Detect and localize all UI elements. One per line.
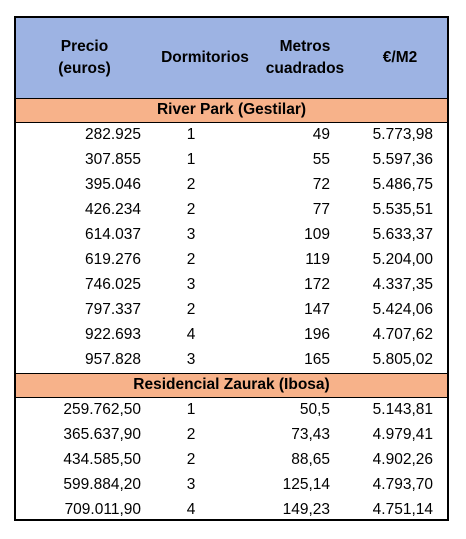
cell-metros: 125,14: [282, 476, 330, 493]
cell-metros: 119: [305, 251, 330, 268]
cell-metros: 88,65: [291, 451, 330, 468]
table-row: 395.046 2 72 5.486,75: [16, 173, 447, 198]
cell-metros: 55: [312, 151, 330, 168]
cell-dormitorios: 3: [186, 351, 196, 368]
cell-metros: 149,23: [282, 501, 330, 518]
table-row: 957.828 3 165 5.805,02: [16, 348, 447, 374]
table-row: 797.337 2 147 5.424,06: [16, 298, 447, 323]
table-row: 307.855 1 55 5.597,36: [16, 148, 447, 173]
cell-precio: 395.046: [84, 176, 141, 193]
cell-dormitorios: 2: [186, 201, 196, 218]
cell-precio: 599.884,20: [63, 476, 141, 493]
cell-dormitorios: 3: [186, 226, 196, 243]
cell-eur-m2: 5.486,75: [372, 176, 433, 193]
cell-dormitorios: 1: [186, 151, 196, 168]
cell-eur-m2: 4.979,41: [372, 426, 433, 443]
group-name: Residencial Zaurak (Ibosa): [16, 372, 447, 398]
cell-metros: 49: [312, 126, 330, 143]
table-row: 426.234 2 77 5.535,51: [16, 198, 447, 223]
table-row: 282.925 1 49 5.773,98: [16, 122, 447, 148]
header-dormitorios: Dormitorios: [153, 18, 257, 99]
price-table-container: Precio (euros) Dormitorios Metros cuadra…: [14, 16, 449, 521]
cell-eur-m2: 5.424,06: [372, 301, 433, 318]
cell-metros: 109: [304, 226, 330, 243]
cell-dormitorios: 2: [186, 426, 196, 443]
price-table: Precio (euros) Dormitorios Metros cuadra…: [16, 18, 447, 523]
cell-metros: 196: [304, 326, 330, 343]
cell-precio: 282.925: [84, 126, 141, 143]
cell-metros: 73,43: [291, 426, 330, 443]
cell-metros: 172: [304, 276, 330, 293]
cell-dormitorios: 2: [186, 251, 196, 268]
table-body: River Park (Gestilar) 282.925 1 49 5.773,98 3…: [16, 97, 447, 523]
cell-eur-m2: 4.793,70: [372, 476, 433, 493]
cell-dormitorios: 2: [186, 301, 196, 318]
header-precio-line1: Precio: [60, 37, 109, 55]
table-row: 259.762,50 1 50,5 5.143,81: [16, 397, 447, 423]
cell-metros: 165: [304, 351, 330, 368]
cell-precio: 614.037: [84, 226, 141, 243]
table-row: 434.585,50 2 88,65 4.902,26: [16, 448, 447, 473]
cell-precio: 307.855: [84, 151, 141, 168]
cell-eur-m2: 4.751,14: [372, 501, 433, 518]
header-row: Precio (euros) Dormitorios Metros cuadra…: [16, 18, 447, 99]
header-metros: Metros cuadrados: [257, 18, 353, 99]
cell-precio: 746.025: [84, 276, 141, 293]
table-row: 599.884,20 3 125,14 4.793,70: [16, 473, 447, 498]
cell-eur-m2: 4.902,26: [372, 451, 433, 468]
group-name: River Park (Gestilar): [16, 97, 447, 123]
cell-eur-m2: 5.805,02: [372, 351, 433, 368]
cell-precio: 259.762,50: [63, 401, 141, 418]
cell-precio: 365.637,90: [63, 426, 141, 443]
cell-precio: 709.011,90: [64, 501, 141, 518]
cell-metros: 77: [312, 201, 330, 218]
header-metros-line1: Metros: [279, 37, 331, 55]
cell-precio: 957.828: [84, 351, 141, 368]
cell-dormitorios: 3: [186, 276, 196, 293]
table-row: 365.637,90 2 73,43 4.979,41: [16, 423, 447, 448]
cell-precio: 426.234: [84, 201, 141, 218]
header-eur-m2: €/M2: [353, 18, 447, 99]
cell-eur-m2: 4.337,35: [372, 276, 433, 293]
cell-eur-m2: 5.143,81: [372, 401, 433, 418]
table-row: 614.037 3 109 5.633,37: [16, 223, 447, 248]
group-header-row: River Park (Gestilar): [16, 97, 447, 123]
cell-dormitorios: 2: [186, 451, 196, 468]
cell-dormitorios: 2: [186, 176, 196, 193]
cell-dormitorios: 3: [186, 476, 196, 493]
table-row: 746.025 3 172 4.337,35: [16, 273, 447, 298]
header-precio-line2: (euros): [58, 59, 111, 77]
cell-metros: 50,5: [299, 401, 330, 418]
cell-precio: 922.693: [84, 326, 141, 343]
cell-metros: 147: [304, 301, 330, 318]
cell-precio: 619.276: [84, 251, 141, 268]
cell-precio: 434.585,50: [63, 451, 141, 468]
cell-eur-m2: 4.707,62: [372, 326, 433, 343]
cell-eur-m2: 5.773,98: [372, 126, 433, 143]
cell-dormitorios: 4: [186, 501, 196, 518]
group-header-row: Residencial Zaurak (Ibosa): [16, 372, 447, 398]
cell-metros: 72: [312, 176, 330, 193]
cell-eur-m2: 5.597,36: [372, 151, 433, 168]
table-row: 922.693 4 196 4.707,62: [16, 323, 447, 348]
cell-dormitorios: 1: [186, 401, 196, 418]
table-row: 619.276 2 119 5.204,00: [16, 248, 447, 273]
cell-eur-m2: 5.535,51: [372, 201, 433, 218]
cell-precio: 797.337: [84, 301, 141, 318]
table-row: 709.011,90 4 149,23 4.751,14: [16, 498, 447, 523]
cell-dormitorios: 4: [186, 326, 196, 343]
header-metros-line2: cuadrados: [265, 59, 345, 77]
cell-dormitorios: 1: [186, 126, 196, 143]
cell-eur-m2: 5.633,37: [372, 226, 433, 243]
cell-eur-m2: 5.204,00: [372, 251, 433, 268]
header-precio: Precio (euros): [16, 18, 153, 99]
